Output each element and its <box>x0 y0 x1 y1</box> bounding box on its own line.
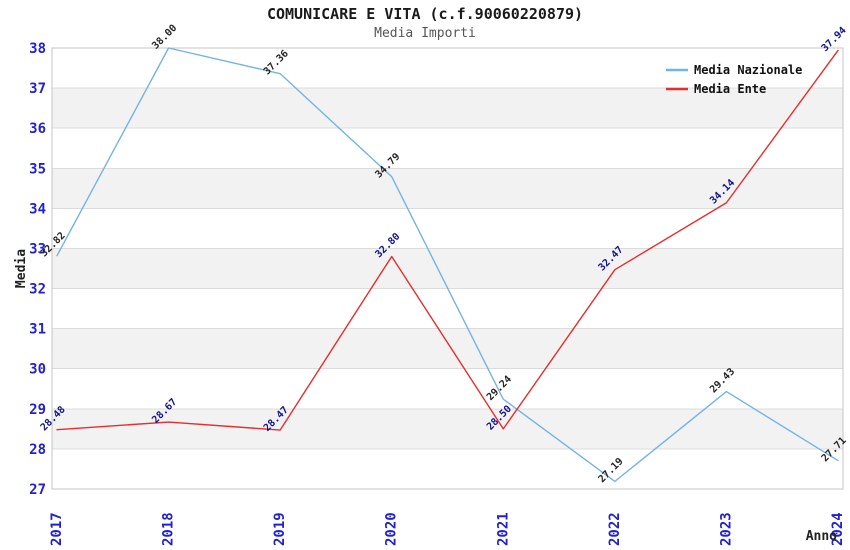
plot-frame <box>51 47 844 490</box>
svg-text:2022: 2022 <box>607 512 623 546</box>
plot-band <box>52 168 843 209</box>
point-label: 38.00 <box>150 23 179 52</box>
y-tick-label: 36 <box>29 121 46 137</box>
y-tick-label: 27 <box>29 482 46 498</box>
series-line <box>56 47 839 483</box>
svg-text:2024: 2024 <box>830 512 846 546</box>
x-tick-label: 2018 <box>161 512 177 546</box>
svg-text:2019: 2019 <box>272 512 288 546</box>
y-tick-label: 38 <box>29 41 46 57</box>
y-tick-label: 31 <box>29 322 46 338</box>
point-label: 37.94 <box>820 25 849 54</box>
plot-band <box>52 88 843 129</box>
plot-band <box>52 408 843 449</box>
point-label: 29.24 <box>485 374 514 403</box>
y-tick-label: 30 <box>29 362 46 378</box>
y-tick-label: 33 <box>29 241 46 257</box>
x-tick-label: 2024 <box>830 512 846 546</box>
x-tick-label: 2022 <box>607 512 623 546</box>
x-axis-ticks: 2017 2018 2019 2020 2021 2022 2023 2024 <box>49 512 846 546</box>
svg-text:37.94: 37.94 <box>820 25 849 54</box>
svg-text:2018: 2018 <box>161 512 177 546</box>
svg-text:2020: 2020 <box>384 512 400 546</box>
y-tick-label: 32 <box>29 282 46 298</box>
y-tick-label: 34 <box>29 201 46 217</box>
y-tick-label: 28 <box>29 442 46 458</box>
plot-band <box>52 328 843 369</box>
x-axis-title: Anno <box>806 529 837 544</box>
y-tick-label: 35 <box>29 161 46 177</box>
x-tick-label: 2019 <box>272 512 288 546</box>
svg-text:Media: Media <box>14 249 29 288</box>
legend-label: Media Nazionale <box>694 63 802 77</box>
point-label: 29.43 <box>708 366 737 395</box>
plot-bands <box>52 88 843 449</box>
y-axis-title: Media <box>14 249 29 288</box>
series-line <box>56 49 839 431</box>
x-tick-label: 2020 <box>384 512 400 546</box>
svg-text:29.24: 29.24 <box>485 374 514 403</box>
x-tick-label: 2017 <box>49 512 65 546</box>
legend-label: Media Ente <box>694 82 766 96</box>
chart-title: COMUNICARE E VITA (c.f.90060220879) <box>266 5 584 23</box>
svg-text:38.00: 38.00 <box>150 23 179 52</box>
svg-text:2021: 2021 <box>495 512 511 546</box>
x-tick-label: 2021 <box>495 512 511 546</box>
y-tick-label: 37 <box>29 81 46 97</box>
legend: Media Nazionale Media Ente <box>666 63 802 96</box>
y-tick-label: 29 <box>29 402 46 418</box>
x-tick-label: 2023 <box>718 512 734 546</box>
svg-text:29.43: 29.43 <box>708 366 737 395</box>
svg-text:2017: 2017 <box>49 512 65 546</box>
chart-subtitle: Media Importi <box>374 26 476 41</box>
y-axis-ticks: 27 28 29 30 31 32 33 34 35 36 37 38 <box>29 41 46 498</box>
plot-band <box>52 248 843 289</box>
svg-text:2023: 2023 <box>718 512 734 546</box>
